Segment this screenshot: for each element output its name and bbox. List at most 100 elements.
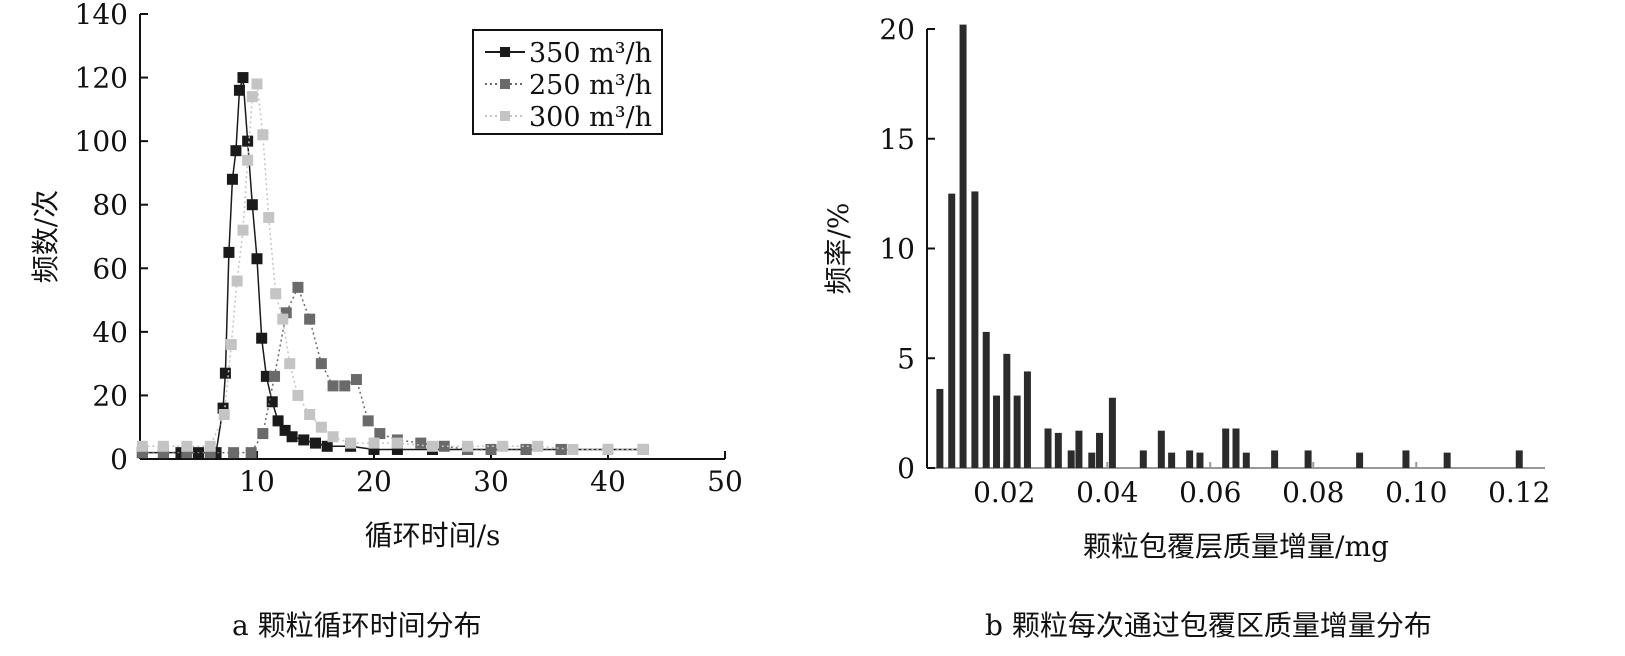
a-point-series-2 xyxy=(228,447,240,459)
b-bar xyxy=(982,331,990,468)
b-bar xyxy=(1443,452,1451,468)
a-ytick-label: 80 xyxy=(92,189,128,222)
a-point-series-2 xyxy=(269,370,281,382)
a-point-series-1 xyxy=(233,84,245,96)
a-point-series-3 xyxy=(292,389,304,401)
b-ytick-label: 0 xyxy=(897,452,915,485)
a-point-series-3 xyxy=(237,224,249,236)
b-ytick-label: 5 xyxy=(897,342,915,375)
a-point-series-2 xyxy=(350,374,362,386)
b-bar xyxy=(959,24,967,469)
a-point-series-3 xyxy=(257,129,269,141)
a-point-series-3 xyxy=(497,440,509,452)
a-point-series-3 xyxy=(391,437,403,449)
a-point-series-1 xyxy=(251,253,263,265)
b-bar xyxy=(1013,395,1021,468)
a-point-series-3 xyxy=(345,437,357,449)
a-point-series-2 xyxy=(438,440,450,452)
a-point-series-1 xyxy=(217,402,229,414)
b-ytick-label: 20 xyxy=(879,13,915,46)
b-xtick-label: 0.02 xyxy=(973,476,1035,509)
a-point-series-3 xyxy=(602,443,614,455)
b-ytick-label: 10 xyxy=(879,233,915,266)
a-point-series-3 xyxy=(532,440,544,452)
a-point-series-2 xyxy=(181,447,193,459)
a-point-series-3 xyxy=(284,358,296,370)
b-bar xyxy=(1304,450,1312,468)
a-point-series-2 xyxy=(362,415,374,427)
a-xtick-label: 10 xyxy=(239,465,275,498)
a-legend-swatch-marker xyxy=(500,79,510,89)
b-bar xyxy=(1232,428,1240,468)
a-point-series-1 xyxy=(256,332,268,344)
b-bar xyxy=(1157,430,1165,468)
b-xtick-label: 0.06 xyxy=(1179,476,1241,509)
a-point-series-3 xyxy=(242,154,254,166)
a-point-series-3 xyxy=(427,440,438,452)
b-bar xyxy=(1067,450,1075,468)
b-y-axis-label: 频率/% xyxy=(822,202,855,294)
a-point-series-3 xyxy=(637,443,649,455)
b-bar xyxy=(1271,450,1279,468)
a-point-series-2 xyxy=(304,313,316,325)
a-point-series-1 xyxy=(321,440,333,452)
a-xtick-label: 20 xyxy=(356,465,392,498)
a-legend-label: 350 m³/h xyxy=(529,38,652,69)
b-bar xyxy=(1196,452,1204,468)
a-point-series-3 xyxy=(231,275,243,287)
a-point-series-3 xyxy=(181,440,193,452)
b-bar xyxy=(936,388,944,468)
a-point-series-1 xyxy=(175,447,187,459)
a-point-series-3 xyxy=(567,443,579,455)
a-point-series-1 xyxy=(266,396,278,408)
a-point-series-2 xyxy=(157,447,169,459)
a-point-series-3 xyxy=(246,91,258,103)
a-point-series-1 xyxy=(310,437,321,449)
a-point-series-3 xyxy=(270,288,282,300)
a-point-series-3 xyxy=(263,211,275,223)
a-point-series-1 xyxy=(391,443,403,455)
a-point-series-2 xyxy=(315,358,327,370)
caption-b: b 颗粒每次通过包覆区质量增量分布 xyxy=(985,609,1432,642)
b-bar xyxy=(1222,428,1230,468)
a-point-series-2 xyxy=(374,428,386,440)
a-point-series-1 xyxy=(246,199,258,211)
a-point-series-2 xyxy=(257,428,269,440)
a-x-axis-label: 循环时间/s xyxy=(365,519,501,552)
a-series-line-2 xyxy=(142,285,644,454)
a-point-series-3 xyxy=(204,440,216,452)
a-point-series-3 xyxy=(157,440,169,452)
a-ytick-label: 60 xyxy=(92,252,128,285)
a-ytick-label: 0 xyxy=(110,443,128,476)
b-bar xyxy=(1096,432,1104,468)
b-bar xyxy=(1402,450,1410,468)
a-point-series-2 xyxy=(555,443,567,455)
b-xtick-label: 0.08 xyxy=(1282,476,1344,509)
b-bar xyxy=(1515,450,1523,468)
a-point-series-2 xyxy=(245,447,257,459)
a-point-series-1 xyxy=(242,135,254,147)
b-bar xyxy=(1139,450,1147,468)
a-point-series-3 xyxy=(218,409,230,420)
b-bar xyxy=(1108,397,1116,468)
a-point-series-1 xyxy=(210,447,222,459)
a-point-series-2 xyxy=(280,307,292,319)
a-point-series-1 xyxy=(368,443,380,455)
b-bar xyxy=(1356,452,1364,468)
a-ytick-label: 40 xyxy=(92,316,128,349)
b-bar xyxy=(1242,452,1250,468)
a-point-series-1 xyxy=(286,431,298,443)
a-point-series-1 xyxy=(230,145,242,157)
a-point-series-3 xyxy=(225,339,237,351)
a-point-series-3 xyxy=(136,440,148,452)
b-bar xyxy=(1088,452,1096,468)
a-point-series-1 xyxy=(226,173,238,185)
a-point-series-3 xyxy=(251,78,263,90)
a-series-line-3 xyxy=(142,83,644,451)
a-point-series-3 xyxy=(304,409,316,420)
a-point-series-3 xyxy=(462,440,474,452)
b-bar xyxy=(1003,353,1011,468)
a-point-series-1 xyxy=(237,72,249,84)
a-point-series-1 xyxy=(223,246,235,258)
b-xtick-label: 0.04 xyxy=(1076,476,1138,509)
